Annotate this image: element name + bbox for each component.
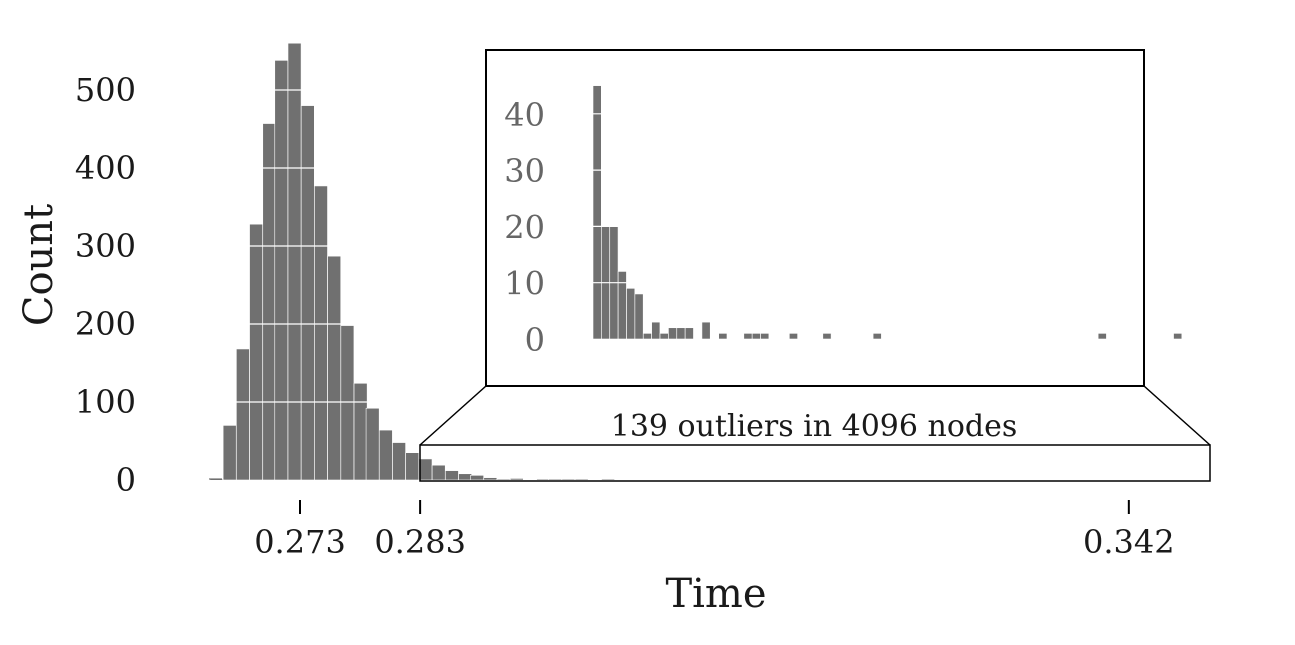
inset-y-tick-label: 40 bbox=[504, 96, 545, 134]
histogram-bar bbox=[496, 478, 511, 481]
x-tick-label: 0.283 bbox=[374, 523, 466, 561]
inset-y-tick-label: 30 bbox=[504, 152, 545, 190]
inset-histogram-bar bbox=[751, 333, 761, 340]
inset-histogram-bar bbox=[718, 333, 728, 340]
histogram-bar bbox=[601, 478, 615, 481]
inset-histogram-bar bbox=[634, 293, 644, 340]
histogram-bar bbox=[262, 123, 277, 481]
inset-histogram-bar bbox=[592, 85, 602, 340]
histogram-bar bbox=[340, 325, 355, 481]
inset-histogram-bar bbox=[1097, 333, 1107, 340]
y-tick-label: 200 bbox=[75, 305, 136, 343]
inset-panel bbox=[485, 49, 1145, 387]
histogram-bar bbox=[445, 470, 459, 481]
main-x-ticks: 0.273 0.283 0.342 bbox=[254, 500, 1175, 561]
histogram-bar bbox=[431, 464, 446, 481]
y-tick-label: 500 bbox=[75, 71, 136, 109]
inset-histogram-bar bbox=[676, 327, 686, 340]
histogram-bar bbox=[249, 223, 263, 481]
histogram-bar bbox=[392, 442, 406, 481]
y-tick-label: 0 bbox=[116, 461, 136, 499]
outliers-annotation: 139 outliers in 4096 nodes bbox=[611, 409, 1018, 444]
main-histogram-bars bbox=[200, 42, 700, 481]
y-tick-label: 100 bbox=[75, 383, 136, 421]
y-tick-label: 400 bbox=[75, 149, 136, 187]
inset-histogram-bar bbox=[651, 321, 661, 340]
histogram-bar bbox=[548, 478, 563, 481]
histogram-bar bbox=[561, 478, 576, 481]
inset-histogram-bar bbox=[626, 288, 636, 340]
histogram-bar bbox=[353, 382, 368, 481]
histogram-bar bbox=[300, 105, 315, 481]
inset-histogram-bars bbox=[590, 85, 1183, 340]
histogram-bar bbox=[418, 458, 433, 481]
histogram-bar bbox=[470, 475, 484, 481]
histogram-bar bbox=[458, 473, 472, 481]
histogram-bar bbox=[327, 255, 342, 481]
y-tick-label: 300 bbox=[75, 227, 136, 265]
inset-y-tick-label: 20 bbox=[504, 208, 545, 246]
y-axis-label: Count bbox=[16, 204, 62, 326]
histogram-bar bbox=[536, 478, 551, 481]
inset-y-tick-label: 0 bbox=[525, 321, 545, 359]
x-tick-label: 0.273 bbox=[254, 523, 346, 561]
histogram-bar bbox=[274, 60, 289, 481]
histogram-bar bbox=[222, 425, 237, 481]
inset-histogram-bar bbox=[668, 327, 678, 340]
histogram-bar bbox=[314, 185, 328, 481]
inset-histogram-bar bbox=[684, 327, 694, 340]
histogram-bar bbox=[483, 477, 498, 481]
inset-y-tick-labels: 0 10 20 30 40 bbox=[504, 96, 545, 359]
histogram-bar bbox=[378, 429, 393, 481]
histogram-bar bbox=[509, 478, 524, 481]
inset-histogram-bar bbox=[760, 333, 770, 340]
zoom-connector-left bbox=[419, 385, 487, 446]
inset-histogram-bar bbox=[1173, 333, 1183, 340]
zoom-connector-right bbox=[1143, 385, 1211, 446]
inset-histogram-bar bbox=[659, 333, 669, 340]
histogram-bar bbox=[236, 348, 250, 481]
inset-y-tick-label: 10 bbox=[504, 265, 545, 303]
histogram-bar bbox=[405, 452, 420, 481]
zoom-region-box bbox=[419, 444, 1211, 482]
x-tick-label: 0.342 bbox=[1083, 523, 1175, 561]
inset-histogram-bar bbox=[822, 333, 832, 340]
histogram-bar bbox=[365, 407, 380, 481]
inset-histogram-bar bbox=[743, 333, 753, 340]
inset-histogram-bar bbox=[789, 333, 798, 340]
main-y-tick-labels: 0 100 200 300 400 500 bbox=[75, 71, 136, 499]
inset-histogram-bar bbox=[872, 333, 882, 340]
inset-histogram-bar bbox=[617, 271, 627, 340]
histogram-bar bbox=[574, 478, 589, 481]
x-axis-label: Time bbox=[665, 571, 766, 617]
histogram-bar bbox=[287, 42, 302, 481]
inset-histogram-bar bbox=[642, 333, 652, 340]
inset-histogram-bar bbox=[701, 321, 711, 340]
